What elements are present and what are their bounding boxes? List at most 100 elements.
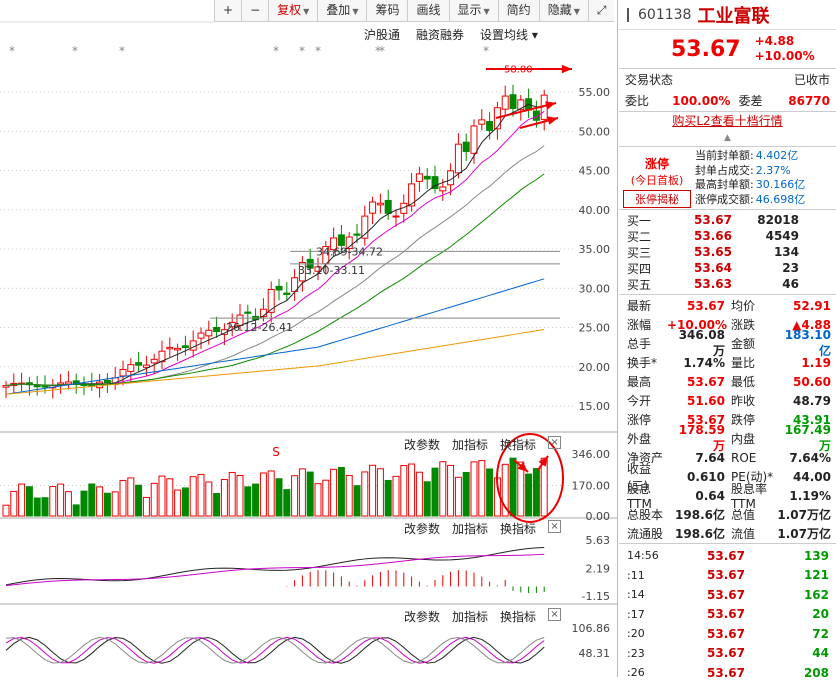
margin-link[interactable]: 融资融券	[416, 28, 465, 42]
candle-body	[181, 345, 189, 349]
quote-panel: 601138 工业富联 53.67 +4.88 +10.00% 交易状态 已收市…	[619, 0, 836, 680]
price-axis-label: 20.00	[579, 361, 611, 374]
add-indicator-button[interactable]: 加指标	[452, 438, 489, 452]
switch-indicator-button[interactable]: 换指标	[500, 610, 537, 624]
volume-bar	[392, 475, 400, 517]
volume-bar	[447, 464, 455, 517]
toolbar-button-5[interactable]: 画线	[407, 0, 448, 22]
volume-bar	[361, 471, 369, 517]
candle-body	[291, 277, 299, 292]
close-icon[interactable]: ×	[548, 436, 562, 449]
event-star-icon: *	[315, 44, 321, 58]
tick-volume: 162	[803, 587, 829, 602]
candle-body	[532, 110, 540, 121]
stat-label: 外盘	[627, 432, 652, 446]
toolbar-button-1[interactable]: −	[241, 0, 268, 22]
stat-value: 50.60	[793, 374, 831, 389]
volume-bar	[205, 481, 213, 517]
stat-value: 51.60	[687, 393, 725, 408]
toolbar-button-4[interactable]: 筹码	[366, 0, 407, 22]
order-book-row[interactable]: 买一 53.67 82018	[619, 212, 836, 228]
kdj-panel-header: 改参数 加指标 换指标 ×	[404, 608, 562, 625]
stats-row: 总股本 198.6亿 总值 1.07万亿	[619, 505, 836, 524]
candle-body	[517, 99, 525, 111]
switch-indicator-button[interactable]: 换指标	[500, 438, 537, 452]
toolbar-button-0[interactable]: +	[214, 0, 241, 22]
kdj-line	[5, 636, 545, 664]
volume-bar	[33, 497, 41, 517]
candle-body	[197, 332, 205, 339]
tick-time: :26	[627, 666, 645, 680]
tick-volume: 139	[803, 548, 829, 563]
add-indicator-button[interactable]: 加指标	[452, 522, 489, 536]
volume-bar	[18, 483, 26, 517]
stats-row: 净资产 7.64 ROE 7.64%	[619, 448, 836, 467]
stats-table: 最新 53.67 均价 52.91 涨幅 +10.00% 涨跌 ▲4.88 总手 346.08万金…	[619, 295, 836, 543]
order-volume: 82018	[757, 213, 799, 227]
edit-params-button[interactable]: 改参数	[404, 522, 441, 536]
edit-params-button[interactable]: 改参数	[404, 610, 441, 624]
stat-label: 流值	[731, 527, 756, 541]
volume-bar	[330, 468, 338, 517]
stat-label: ROE	[731, 450, 757, 465]
buy-l2-link[interactable]: 购买L2查看十档行情	[672, 114, 783, 128]
order-price: 53.63	[694, 277, 732, 291]
switch-indicator-button[interactable]: 换指标	[500, 522, 537, 536]
toolbar-button-7[interactable]: 简约	[497, 0, 539, 22]
limit-detail-value: 46.698亿	[755, 192, 806, 206]
stat-value: 183.10亿	[784, 328, 831, 358]
order-book-row[interactable]: 买二 53.66 4549	[619, 228, 836, 244]
macd-axis-label: 5.63	[586, 534, 611, 547]
candle-body	[345, 236, 353, 249]
collapse-arrow-icon[interactable]: ▲	[724, 133, 731, 143]
volume-bar	[384, 479, 392, 517]
toolbar-button-6[interactable]: 显示 ▼	[448, 0, 498, 22]
caret-down-icon: ▼	[573, 7, 580, 16]
toolbar-button-label: 画线	[416, 3, 441, 17]
price-axis-label: 35.00	[579, 243, 611, 256]
candle-body	[337, 234, 345, 246]
stat-value: 0.64	[695, 488, 725, 503]
stat-label: 金额	[731, 337, 756, 351]
moving-average-line	[5, 103, 545, 387]
close-icon[interactable]: ×	[548, 520, 562, 533]
annotation-arrow	[495, 102, 557, 119]
close-icon[interactable]: ×	[548, 608, 562, 621]
order-volume: 134	[773, 245, 799, 259]
stats-row: 外盘 178.59万 内盘 167.49万	[619, 423, 836, 453]
stat-label: 最新	[627, 299, 652, 313]
stat-label: 涨幅	[627, 318, 652, 332]
toolbar-button-3[interactable]: 叠加 ▼	[317, 0, 366, 22]
volume-bar	[88, 483, 96, 517]
menu-icon[interactable]	[627, 7, 630, 22]
candle-body	[353, 233, 361, 236]
volume-bar	[57, 483, 65, 517]
hgt-link[interactable]: 沪股通	[364, 28, 401, 42]
candle-body	[150, 358, 158, 364]
limit-up-label: 涨停	[644, 157, 669, 171]
kline-chart[interactable]: 55.00 50.00 45.00 40.00 35.00 30.00 25.00 20.00…	[0, 0, 618, 677]
candle-body	[314, 266, 322, 272]
event-star-icon: *	[483, 44, 489, 58]
toolbar-button-8[interactable]: 隐藏 ▼	[538, 0, 588, 22]
tick-price: 53.67	[707, 646, 745, 661]
order-book-row[interactable]: 买四 53.64 23	[619, 260, 836, 276]
add-indicator-button[interactable]: 加指标	[452, 610, 489, 624]
chart-area[interactable]: 55.00 50.00 45.00 40.00 35.00 30.00 25.00 20.00…	[0, 0, 618, 677]
limit-reveal-button[interactable]: 张停揭秘	[623, 190, 691, 208]
stats-row: 总手 346.08万 金额 183.10亿	[619, 328, 836, 358]
candle-body	[283, 292, 291, 296]
toolbar-button-2[interactable]: 复权 ▼	[268, 0, 317, 22]
ma-settings-link[interactable]: 设置均线 ▾	[480, 28, 538, 42]
tick-volume: 208	[803, 665, 829, 680]
edit-params-button[interactable]: 改参数	[404, 438, 441, 452]
volume-bar	[275, 478, 283, 517]
volume-bar	[142, 496, 150, 517]
price-change: +4.88	[754, 34, 795, 48]
expand-icon[interactable]: ⤢	[587, 0, 615, 22]
trade-tick-row: :11 53.67 121	[619, 566, 836, 586]
limit-detail-value: 2.37%	[755, 163, 791, 177]
order-book-row[interactable]: 买三 53.65 134	[619, 244, 836, 260]
order-book-row[interactable]: 买五 53.63 46	[619, 276, 836, 292]
toolbar-button-label: 隐藏	[547, 3, 572, 17]
